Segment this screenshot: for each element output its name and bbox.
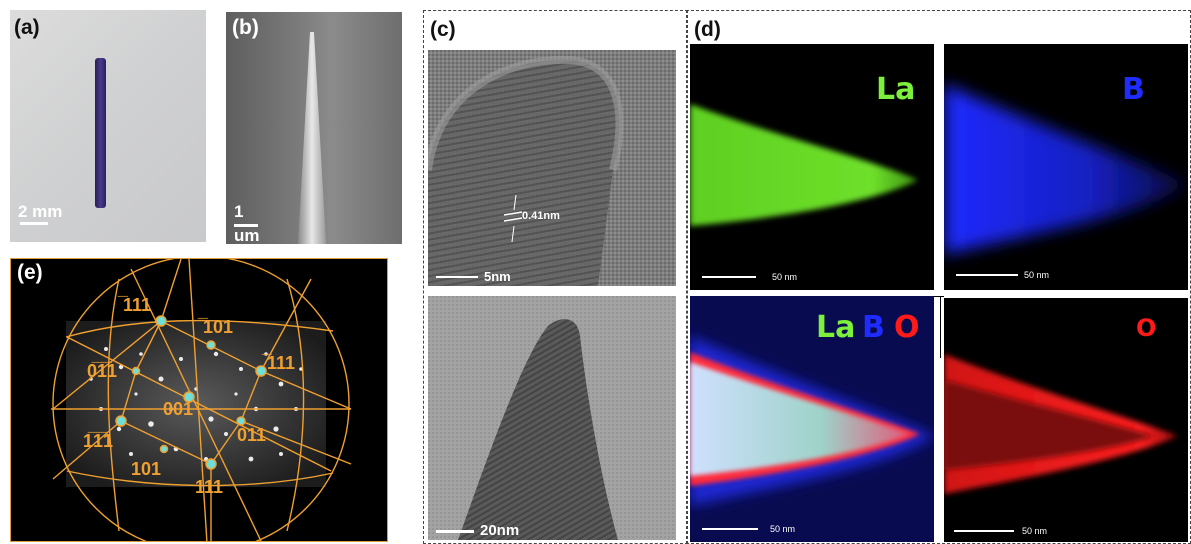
- label-a: (a): [14, 16, 40, 39]
- merge-corner-line: [934, 296, 944, 297]
- index-011: 011: [237, 425, 267, 445]
- map-o: O 50 nm: [944, 298, 1188, 542]
- index-001: 001: [163, 399, 194, 419]
- la-signal: [690, 104, 918, 226]
- label-b-elem: B: [1122, 72, 1145, 107]
- scale-bar-b: [234, 224, 258, 227]
- merge-label-la: La: [816, 310, 856, 345]
- map-la: La 50 nm: [690, 44, 934, 290]
- scale-label-b1: 1: [234, 202, 244, 221]
- tem-low-mag-image: [428, 296, 676, 540]
- label-la: La: [876, 72, 916, 107]
- scale-label-merge: 50 nm: [770, 524, 796, 534]
- scale-label-b2: um: [234, 226, 260, 244]
- index-101-top: ̅101: [203, 317, 234, 337]
- label-d: (d): [694, 18, 721, 41]
- index-101: 101: [131, 459, 162, 479]
- index-111-top: ̅111: [123, 295, 152, 315]
- spacing-label: 0.41nm: [522, 210, 560, 222]
- index-111-bottom: 111: [195, 477, 224, 497]
- sample-rod: [95, 58, 106, 208]
- map-b: B 50 nm: [944, 44, 1188, 290]
- o-signal: [944, 354, 1178, 494]
- merge-signal: [690, 296, 934, 542]
- label-o: O: [1136, 314, 1157, 342]
- scale-label-c-top: 5nm: [484, 269, 511, 284]
- scale-bar-b-map: [956, 274, 1018, 276]
- scale-label-a: 2 mm: [18, 202, 63, 221]
- scale-label-o: 50 nm: [1022, 526, 1048, 536]
- tem-hr-image: [428, 50, 676, 286]
- index-111-left: 1̅1̅1: [83, 431, 114, 451]
- scale-bar-c-top: [436, 276, 478, 278]
- merge-corner-line-v: [940, 296, 941, 358]
- merge-label-o: O: [894, 310, 920, 345]
- b-signal: [944, 84, 1188, 254]
- label-e: (e): [17, 261, 43, 284]
- index-111-right: ̅111: [267, 353, 296, 373]
- label-b: (b): [232, 16, 259, 39]
- panel-c-bottom: 20nm: [428, 296, 676, 540]
- label-c: (c): [430, 18, 456, 41]
- scale-label-b-map: 50 nm: [1024, 270, 1050, 280]
- scale-bar-a: [20, 222, 48, 225]
- panel-b: 1 um: [226, 12, 402, 244]
- panel-a: 2 mm: [10, 10, 206, 242]
- scale-label-c-bottom: 20nm: [480, 522, 520, 539]
- scale-bar-merge: [702, 528, 758, 530]
- index-011-bar: 0̅1̅1: [87, 361, 118, 381]
- scale-bar-c-bottom: [436, 530, 474, 533]
- scale-label-la: 50 nm: [772, 272, 798, 282]
- merge-label-b: B: [862, 310, 885, 345]
- tip-sem: [298, 32, 326, 244]
- panel-e: (e) ̅111 ̅101 0̅1̅1 ̅111 001 1̅1̅1 011 1…: [10, 258, 388, 542]
- scale-bar-la: [702, 276, 756, 278]
- panel-c-top: 0.41nm 5nm: [428, 50, 676, 286]
- map-merge: La B O 50 nm: [690, 296, 934, 542]
- stereographic-projection: [51, 259, 352, 541]
- scale-bar-o: [954, 530, 1014, 532]
